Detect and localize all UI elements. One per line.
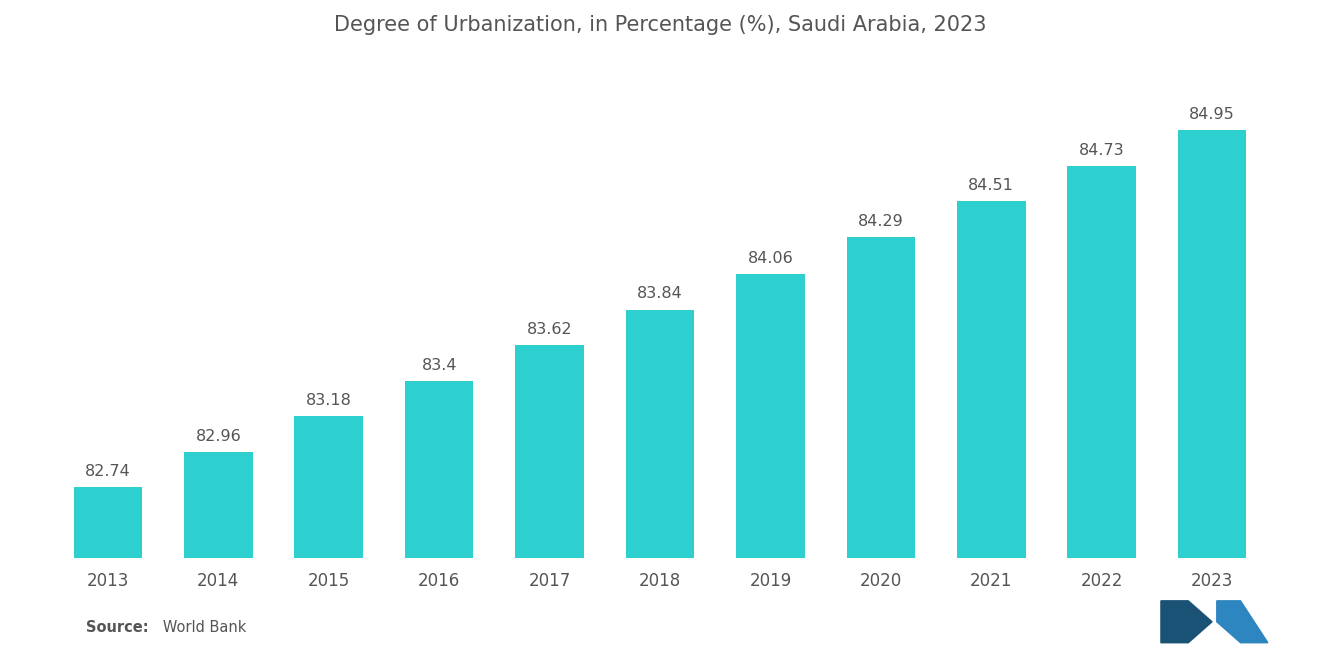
Text: 82.74: 82.74 — [84, 464, 131, 479]
Bar — [846, 237, 915, 558]
Text: 83.4: 83.4 — [421, 358, 457, 372]
Text: 83.84: 83.84 — [638, 287, 682, 301]
Text: 82.96: 82.96 — [195, 429, 242, 444]
Text: World Bank: World Bank — [149, 620, 247, 635]
Text: 84.73: 84.73 — [1078, 143, 1125, 158]
Bar — [1068, 166, 1137, 558]
Text: 84.95: 84.95 — [1189, 107, 1236, 122]
Bar — [183, 452, 252, 558]
Bar — [626, 310, 694, 558]
Text: 84.29: 84.29 — [858, 214, 904, 229]
Bar — [957, 201, 1026, 558]
Text: 83.18: 83.18 — [306, 393, 351, 408]
Polygon shape — [1162, 601, 1212, 642]
Bar — [1177, 130, 1246, 558]
Bar — [737, 274, 805, 558]
Text: Source:: Source: — [86, 620, 148, 635]
Bar — [515, 345, 583, 558]
Bar — [74, 487, 143, 558]
Text: 83.62: 83.62 — [527, 322, 573, 337]
Bar — [294, 416, 363, 558]
Title: Degree of Urbanization, in Percentage (%), Saudi Arabia, 2023: Degree of Urbanization, in Percentage (%… — [334, 15, 986, 35]
Text: 84.51: 84.51 — [969, 178, 1014, 194]
Bar — [405, 380, 474, 558]
Text: 84.06: 84.06 — [747, 251, 793, 266]
Polygon shape — [1217, 601, 1267, 642]
